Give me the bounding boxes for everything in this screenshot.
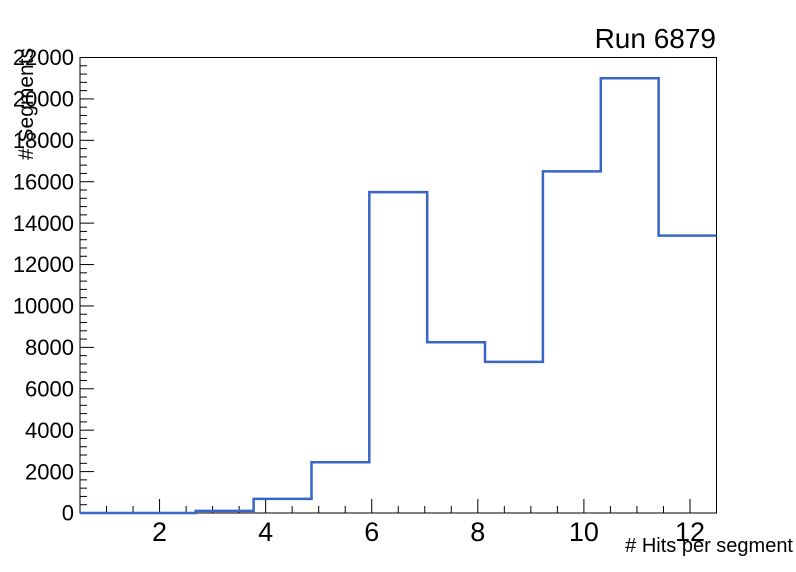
x-tick-label: 10 [569, 517, 599, 547]
axis-ticks [80, 57, 691, 514]
x-tick-label: 4 [258, 517, 273, 547]
chart-title: Run 6879 [595, 23, 716, 54]
y-tick-label: 0 [62, 501, 74, 526]
y-tick-label: 16000 [13, 169, 74, 194]
x-tick-label: 8 [470, 517, 485, 547]
histogram-step-line [80, 76, 717, 515]
axis-tick-labels: 2 4 6 8 10 12 0 2000 4000 6000 8000 10000 12000 14000… [13, 45, 705, 547]
y-tick-label: 22000 [13, 45, 74, 70]
y-tick-label: 6000 [25, 376, 74, 401]
y-tick-label: 8000 [25, 335, 74, 360]
x-tick-label: 12 [675, 517, 705, 547]
x-tick-label: 2 [152, 517, 167, 547]
y-tick-label: 20000 [13, 87, 74, 112]
y-tick-label: 18000 [13, 128, 74, 153]
x-tick-label: 6 [364, 517, 379, 547]
y-tick-label: 10000 [13, 294, 74, 319]
plot-frame [79, 57, 717, 514]
y-tick-label: 12000 [13, 252, 74, 277]
x-axis-title: # Hits per segment [625, 535, 793, 557]
y-axis-title: # Segments [15, 48, 38, 160]
y-tick-label: 2000 [25, 459, 74, 484]
y-tick-label: 4000 [25, 418, 74, 443]
y-tick-label: 14000 [13, 211, 74, 236]
